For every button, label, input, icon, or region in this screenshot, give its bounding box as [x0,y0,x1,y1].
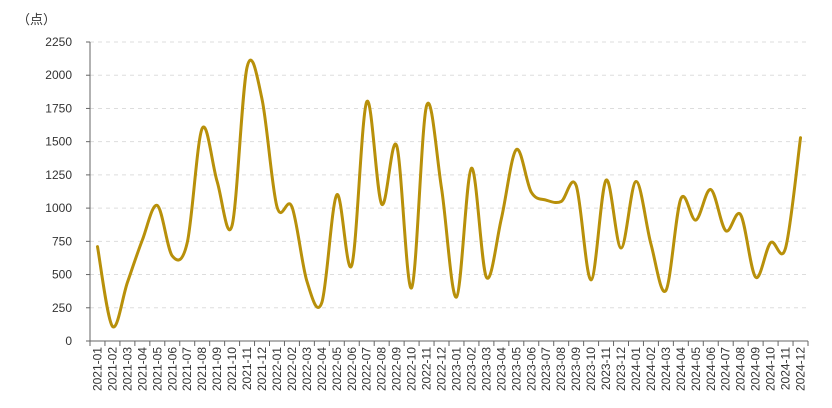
x-tick-label: 2024-11 [779,347,793,390]
x-tick-label: 2024-01 [629,347,643,391]
x-tick-label: 2022-06 [345,347,359,391]
x-tick-label: 2022-09 [390,347,404,391]
x-tick-label: 2024-08 [734,347,748,391]
x-tick-label: 2023-09 [569,347,583,391]
x-tick-label: 2024-10 [764,347,778,391]
x-tick-label: 2024-04 [674,347,688,391]
y-tick-label: 1750 [45,101,72,115]
series-line [95,58,803,329]
x-tick-label: 2021-11 [240,347,254,390]
x-tick-label: 2022-10 [405,347,419,391]
y-tick-label: 0 [65,334,72,348]
x-tick-label: 2023-04 [494,347,508,391]
x-axis: 2021-01 2021-02 2021-03 2021-04 2021-05 2021-… [89,340,809,391]
x-tick-label: 2022-08 [375,347,389,391]
x-tick-label: 2021-06 [165,347,179,391]
y-tick-label: 500 [52,268,72,282]
y-tick-label: 750 [52,234,72,248]
x-tick-label: 2024-12 [794,347,808,391]
y-tick-label: 1000 [45,201,72,215]
x-tick-label: 2023-10 [584,347,598,391]
x-tick-label: 2021-07 [180,347,194,391]
x-tick-label: 2023-08 [554,347,568,391]
x-tick-label: 2024-05 [689,347,703,391]
x-tick-label: 2023-02 [464,347,478,391]
x-tick-label: 2022-07 [360,347,374,391]
x-tick-label: 2023-06 [524,347,538,391]
x-tick-label: 2022-04 [315,347,329,391]
x-tick-label: 2023-05 [509,347,523,391]
x-tick-label: 2024-07 [719,347,733,391]
x-tick-label: 2024-09 [749,347,763,391]
x-tick-label: 2021-01 [90,347,104,391]
x-tick-label: 2022-01 [270,347,284,391]
x-tick-label: 2021-03 [120,347,134,391]
x-tick-label: 2021-10 [225,347,239,391]
y-unit-label: （点） [17,13,56,28]
y-tick-label: 2250 [45,35,72,49]
x-tick-label: 2021-05 [150,347,164,391]
y-tick-label: 250 [52,301,72,315]
x-tick-label: 2023-11 [599,347,613,390]
x-tick-label: 2022-12 [435,347,449,391]
x-tick-label: 2024-03 [659,347,673,391]
x-tick-label: 2023-03 [479,347,493,391]
y-axis: 0 250 500 750 1000 1250 1500 1750 2000 2250 [45,35,91,348]
series-layer [95,58,803,329]
x-tick-label: 2022-02 [285,347,299,391]
y-tick-label: 1500 [45,135,72,149]
y-tick-label: 2000 [45,68,72,82]
x-tick-label: 2023-07 [539,347,553,391]
x-tick-label: 2022-11 [420,347,434,390]
x-tick-label: 2023-12 [614,347,628,391]
x-tick-label: 2023-01 [449,347,463,391]
x-tick-label: 2021-12 [255,347,269,391]
x-tick-label: 2021-08 [195,347,209,391]
x-tick-label: 2024-06 [704,347,718,391]
x-tick-label: 2022-05 [330,347,344,391]
x-tick-label: 2024-02 [644,347,658,391]
x-tick-label: 2022-03 [300,347,314,391]
x-tick-label: 2021-04 [135,347,149,391]
x-tick-label: 2021-09 [210,347,224,391]
x-tick-label: 2021-02 [105,347,119,391]
y-tick-label: 1250 [45,168,72,182]
